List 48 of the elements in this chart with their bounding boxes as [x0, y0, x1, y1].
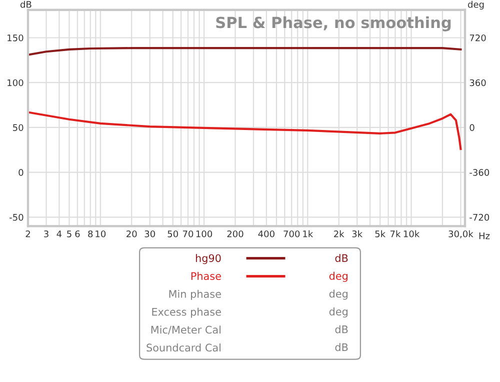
x-tick-label: 3	[44, 230, 48, 238]
legend-label: Soundcard Cal	[146, 344, 221, 352]
text: Phase	[191, 272, 221, 280]
x-tick-label: 1k	[303, 230, 314, 238]
text: deg	[329, 290, 348, 300]
legend-label: Min phase	[169, 290, 221, 300]
x-tick-label: 400	[258, 230, 274, 238]
text: hg90	[196, 254, 221, 264]
y-tick-label: 100	[8, 79, 24, 86]
text: deg	[329, 307, 348, 318]
text: dB	[335, 254, 348, 262]
y2-tick-label: 0	[470, 124, 474, 132]
x-tick-label: 10	[96, 230, 106, 238]
x-tick-label: 20	[126, 230, 137, 238]
text: deg	[329, 272, 348, 282]
y2-tick-label: -720	[470, 214, 490, 221]
x-tick-label: 2	[26, 230, 30, 238]
x-tick-label: 10k	[404, 230, 420, 238]
x-tick-label: 50	[168, 230, 178, 238]
x-tick-label: 2k	[334, 230, 344, 238]
y2-tick-label: 360	[470, 79, 486, 86]
x-tick-label: 4	[56, 230, 62, 238]
x-tick-label: 700	[284, 230, 300, 238]
y-axis-title: dB	[20, 0, 32, 8]
x-tick-label: 70	[182, 230, 194, 238]
x-tick-label: 7k	[390, 230, 401, 238]
text: dB	[335, 343, 348, 352]
y2-tick-label: 720	[470, 34, 486, 42]
text: dB	[335, 325, 348, 334]
x-tick-label: 5k	[375, 230, 386, 238]
x-tick-label: 3k	[352, 230, 363, 238]
y-tick-label: 0	[18, 169, 24, 176]
x-tick-label: 30,0k	[448, 230, 474, 238]
x-tick-label: 6	[75, 230, 80, 238]
legend-label: Mic/Meter Cal	[151, 326, 221, 334]
x-tick-label: 8	[88, 230, 93, 238]
y-tick-label: 50	[13, 124, 24, 132]
x-tick-label: 5	[67, 230, 72, 238]
x-tick-label: 200	[227, 230, 244, 238]
x-tick-label: 100	[196, 230, 212, 238]
y2-axis-title: deg	[468, 0, 484, 10]
y2-tick-label: -360	[470, 169, 490, 176]
x-tick-label: 30	[144, 230, 156, 238]
y-tick-label: -50	[10, 214, 24, 221]
chart-title: SPL & Phase, no smoothing	[216, 16, 451, 32]
y-tick-label: 150	[8, 34, 24, 42]
legend-label: Excess phase	[152, 308, 221, 318]
x-axis-title: Hz	[479, 232, 490, 240]
